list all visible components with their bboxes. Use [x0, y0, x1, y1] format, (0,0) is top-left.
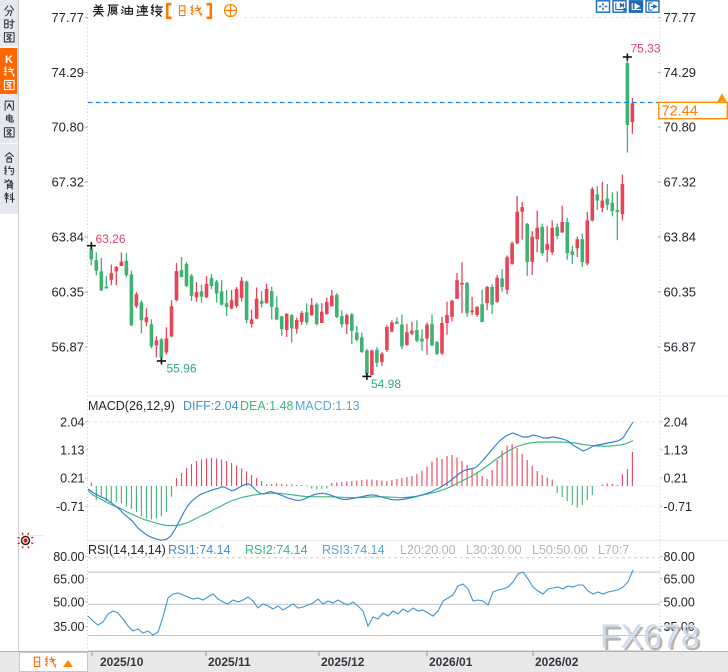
svg-text:65.00: 65.00 [664, 572, 695, 586]
svg-text:56.87: 56.87 [51, 340, 84, 355]
svg-text:L50:50.00: L50:50.00 [532, 543, 588, 557]
svg-text:80.00: 80.00 [53, 550, 84, 564]
svg-text:67.32: 67.32 [51, 175, 84, 190]
svg-text:DEA:1.48: DEA:1.48 [240, 399, 294, 413]
svg-text:60.35: 60.35 [664, 285, 697, 300]
svg-text:72.44: 72.44 [662, 104, 698, 120]
svg-text:FX678: FX678 [600, 618, 700, 655]
svg-text:MACD(26,12,9): MACD(26,12,9) [88, 399, 175, 413]
svg-text:DIFF:2.04: DIFF:2.04 [183, 399, 239, 413]
svg-text:35.00: 35.00 [664, 620, 695, 634]
svg-text:50.00: 50.00 [664, 595, 695, 609]
svg-text:RSI(14,14,14): RSI(14,14,14) [88, 543, 166, 557]
svg-text:50.00: 50.00 [53, 595, 84, 609]
svg-text:65.00: 65.00 [53, 572, 84, 586]
svg-text:2.04: 2.04 [60, 415, 84, 429]
svg-text:74.29: 74.29 [51, 65, 84, 80]
svg-text:2025/11: 2025/11 [208, 655, 251, 669]
svg-text:-0.71: -0.71 [664, 500, 693, 514]
svg-text:35.00: 35.00 [53, 620, 84, 634]
svg-text:54.98: 54.98 [371, 377, 401, 391]
svg-text:77.77: 77.77 [51, 10, 84, 25]
svg-text:55.96: 55.96 [167, 362, 197, 376]
svg-text:70.80: 70.80 [51, 120, 84, 135]
svg-text:74.29: 74.29 [664, 65, 697, 80]
svg-text:77.77: 77.77 [664, 10, 697, 25]
svg-text:2026/02: 2026/02 [535, 655, 579, 669]
svg-text:63.84: 63.84 [51, 230, 84, 245]
svg-text:L30:30.00: L30:30.00 [466, 543, 522, 557]
svg-text:63.26: 63.26 [96, 232, 126, 246]
svg-text:FX678: FX678 [603, 620, 703, 657]
svg-text:60.35: 60.35 [51, 285, 84, 300]
svg-text:L20:20.00: L20:20.00 [400, 543, 456, 557]
svg-text:80.00: 80.00 [664, 550, 695, 564]
svg-text:70.80: 70.80 [664, 120, 697, 135]
svg-text:L70:7: L70:7 [598, 543, 629, 557]
svg-text:RSI2:74.14: RSI2:74.14 [245, 543, 308, 557]
svg-text:RSI1:74.14: RSI1:74.14 [168, 543, 231, 557]
svg-text:1.13: 1.13 [664, 443, 688, 457]
svg-text:63.84: 63.84 [664, 230, 697, 245]
svg-text:0.21: 0.21 [664, 472, 688, 486]
svg-text:-0.71: -0.71 [56, 500, 85, 514]
svg-text:K: K [5, 54, 13, 66]
svg-text:1.13: 1.13 [60, 443, 84, 457]
svg-text:56.87: 56.87 [664, 340, 697, 355]
svg-text:2025/10: 2025/10 [100, 655, 144, 669]
svg-text:67.32: 67.32 [664, 175, 697, 190]
svg-text:75.33: 75.33 [631, 42, 661, 56]
svg-text:0.21: 0.21 [60, 472, 84, 486]
svg-text:RSI3:74.14: RSI3:74.14 [322, 543, 385, 557]
svg-text:MACD:1.13: MACD:1.13 [295, 399, 360, 413]
svg-text:2025/12: 2025/12 [321, 655, 365, 669]
svg-text:2026/01: 2026/01 [429, 655, 473, 669]
svg-text:2.04: 2.04 [664, 415, 688, 429]
